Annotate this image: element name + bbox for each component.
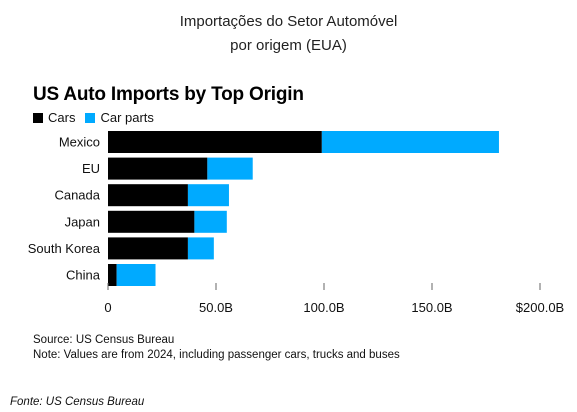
source-text: Source: US Census Bureau — [33, 334, 175, 346]
bar-china-cars — [108, 264, 117, 286]
legend-item-car-parts: Car parts — [85, 110, 154, 125]
category-label-eu: EU — [82, 161, 100, 176]
bar-mexico-cars — [108, 131, 322, 153]
category-label-mexico: Mexico — [59, 135, 100, 150]
category-label-china: China — [66, 268, 101, 283]
bar-japan-car-parts — [194, 210, 227, 233]
legend-swatch-cars — [33, 112, 43, 123]
legend-label-car-parts: Car parts — [100, 110, 154, 125]
category-label-south-korea: South Korea — [28, 241, 101, 256]
chart-legend: Cars Car parts — [33, 110, 154, 125]
bar-canada-car-parts — [187, 184, 229, 207]
x-tick-label: 0 — [104, 300, 111, 315]
chart-title: US Auto Imports by Top Origin — [33, 84, 304, 105]
bar-south-korea-cars — [108, 237, 188, 260]
x-tick-label: 150.0B — [411, 300, 452, 315]
legend-swatch-car-parts — [85, 112, 96, 123]
category-label-canada: Canada — [54, 188, 100, 203]
page-header: Importações do Setor Automóvel por orige… — [0, 10, 577, 58]
bar-canada-cars — [108, 184, 188, 207]
image-footer-source: Fonte: US Census Bureau — [10, 396, 145, 408]
bar-chart-plot: Mexico EU Canada Japan South Korea China 0 50.0… — [28, 131, 564, 315]
note-text: Note: Values are from 2024, including pa… — [33, 349, 400, 361]
bar-mexico-car-parts — [321, 131, 499, 153]
x-tick-label: 50.0B — [199, 300, 233, 315]
legend-item-cars: Cars — [33, 110, 75, 125]
bar-eu-car-parts — [207, 157, 253, 180]
header-line-1: Importações do Setor Automóvel — [179, 13, 398, 30]
bar-japan-cars — [108, 210, 195, 233]
legend-label-cars: Cars — [48, 110, 76, 125]
bar-south-korea-car-parts — [187, 237, 214, 260]
chart-source: Source: US Census Bureau Note: Values ar… — [33, 333, 400, 363]
category-label-japan: Japan — [65, 214, 100, 229]
bar-china-car-parts — [116, 264, 156, 286]
header-line-2: por origem (EUA) — [230, 37, 347, 54]
bar-eu-cars — [108, 157, 208, 180]
x-tick-label: 100.0B — [303, 300, 344, 315]
x-tick-label: $200.0B — [516, 300, 564, 315]
